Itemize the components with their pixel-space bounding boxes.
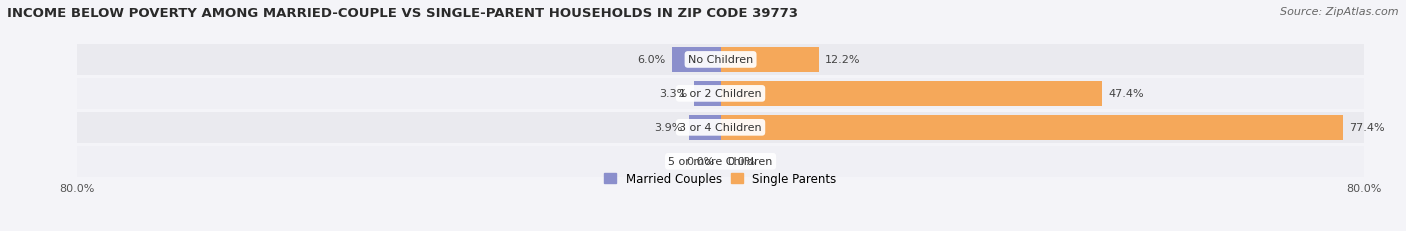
Text: 6.0%: 6.0%: [638, 55, 666, 65]
Text: 0.0%: 0.0%: [727, 157, 755, 167]
Bar: [77, 146, 1364, 177]
Text: 1 or 2 Children: 1 or 2 Children: [679, 89, 762, 99]
Text: No Children: No Children: [688, 55, 754, 65]
Bar: [689, 116, 721, 140]
Text: 12.2%: 12.2%: [825, 55, 860, 65]
Text: 3 or 4 Children: 3 or 4 Children: [679, 123, 762, 133]
Text: Source: ZipAtlas.com: Source: ZipAtlas.com: [1281, 7, 1399, 17]
Text: 3.3%: 3.3%: [659, 89, 688, 99]
Text: 47.4%: 47.4%: [1108, 89, 1143, 99]
Bar: [721, 82, 1102, 106]
Text: 3.9%: 3.9%: [654, 123, 683, 133]
Bar: [695, 82, 721, 106]
Text: 0.0%: 0.0%: [686, 157, 714, 167]
Text: 5 or more Children: 5 or more Children: [668, 157, 773, 167]
Bar: [721, 48, 818, 72]
Bar: [77, 45, 1364, 75]
Bar: [77, 112, 1364, 143]
Legend: Married Couples, Single Parents: Married Couples, Single Parents: [605, 173, 837, 185]
Bar: [77, 79, 1364, 109]
Text: 77.4%: 77.4%: [1350, 123, 1385, 133]
Text: INCOME BELOW POVERTY AMONG MARRIED-COUPLE VS SINGLE-PARENT HOUSEHOLDS IN ZIP COD: INCOME BELOW POVERTY AMONG MARRIED-COUPL…: [7, 7, 799, 20]
Bar: [672, 48, 721, 72]
Bar: [721, 116, 1343, 140]
